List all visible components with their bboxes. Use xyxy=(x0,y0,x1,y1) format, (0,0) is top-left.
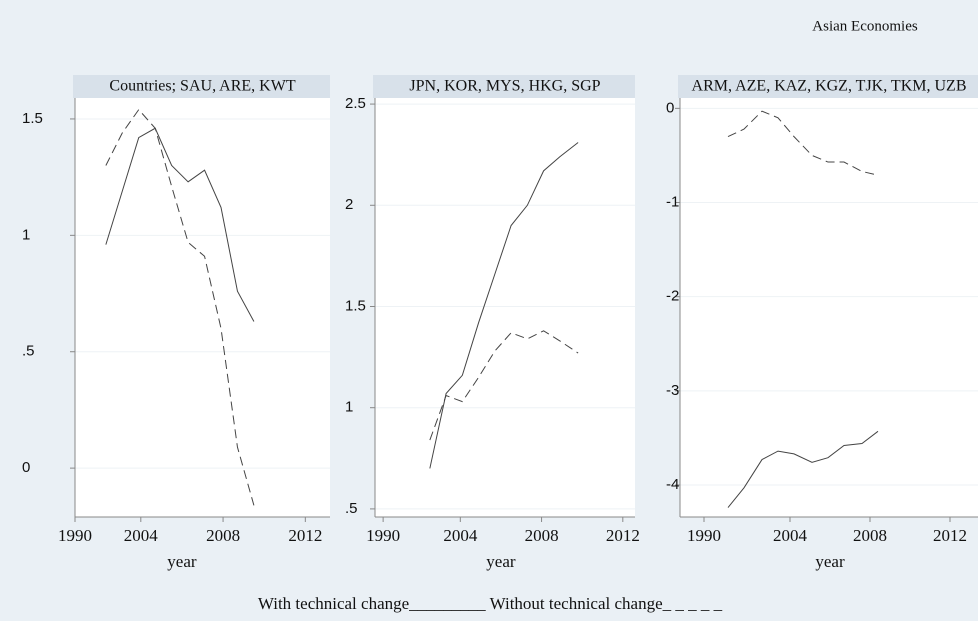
x-tick-label: 2004 xyxy=(773,526,808,545)
y-tick-label: 1.5 xyxy=(345,297,366,314)
series-line xyxy=(105,127,255,322)
x-tick-label: 2012 xyxy=(606,526,640,545)
y-tick-label: 1 xyxy=(22,226,30,243)
x-tick-label: 2004 xyxy=(443,526,478,545)
x-tick-label: 2008 xyxy=(853,526,887,545)
x-tick-label: 1990 xyxy=(687,526,721,545)
y-tick-label: -4 xyxy=(666,476,679,493)
panel-title: JPN, KOR, MYS, HKG, SGP xyxy=(409,78,600,95)
series-line xyxy=(105,108,255,506)
y-tick-label: .5 xyxy=(345,500,358,517)
x-tick-label: 2008 xyxy=(206,526,240,545)
y-tick-label: 0 xyxy=(666,99,674,116)
series-line xyxy=(429,142,579,469)
plot-area xyxy=(375,98,635,517)
y-tick-label: -3 xyxy=(666,382,679,399)
x-tick-label: 2012 xyxy=(288,526,322,545)
x-tick-label: 2012 xyxy=(933,526,967,545)
panel-header xyxy=(373,75,635,98)
plot-area xyxy=(680,98,978,517)
x-axis-label: year xyxy=(815,552,845,571)
y-tick-label: 2 xyxy=(345,196,353,213)
y-tick-label: 2.5 xyxy=(345,95,366,112)
plot-area xyxy=(75,98,330,517)
y-tick-label: .5 xyxy=(22,343,35,360)
y-tick-label: 1 xyxy=(345,399,353,416)
y-tick-label: -1 xyxy=(666,193,679,210)
series-line xyxy=(727,110,879,176)
panel-title: ARM, AZE, KAZ, KGZ, TJK, TKM, UZB xyxy=(692,78,967,95)
x-axis-label: year xyxy=(167,552,197,571)
panel-header xyxy=(73,75,330,98)
series-line xyxy=(429,330,579,441)
series-line xyxy=(727,430,879,508)
x-tick-label: 1990 xyxy=(58,526,92,545)
x-tick-label: 1990 xyxy=(366,526,400,545)
panel-header xyxy=(678,75,978,98)
panel-title: Countries; SAU, ARE, KWT xyxy=(109,78,295,95)
legend-text: With technical change_________ Without t… xyxy=(258,594,723,613)
x-tick-label: 2004 xyxy=(124,526,159,545)
x-tick-label: 2008 xyxy=(525,526,559,545)
y-tick-label: -2 xyxy=(666,288,679,305)
y-tick-label: 0 xyxy=(22,459,30,476)
y-tick-label: 1.5 xyxy=(22,110,43,127)
x-axis-label: year xyxy=(486,552,516,571)
figure-title: Asian Economies xyxy=(812,18,918,34)
